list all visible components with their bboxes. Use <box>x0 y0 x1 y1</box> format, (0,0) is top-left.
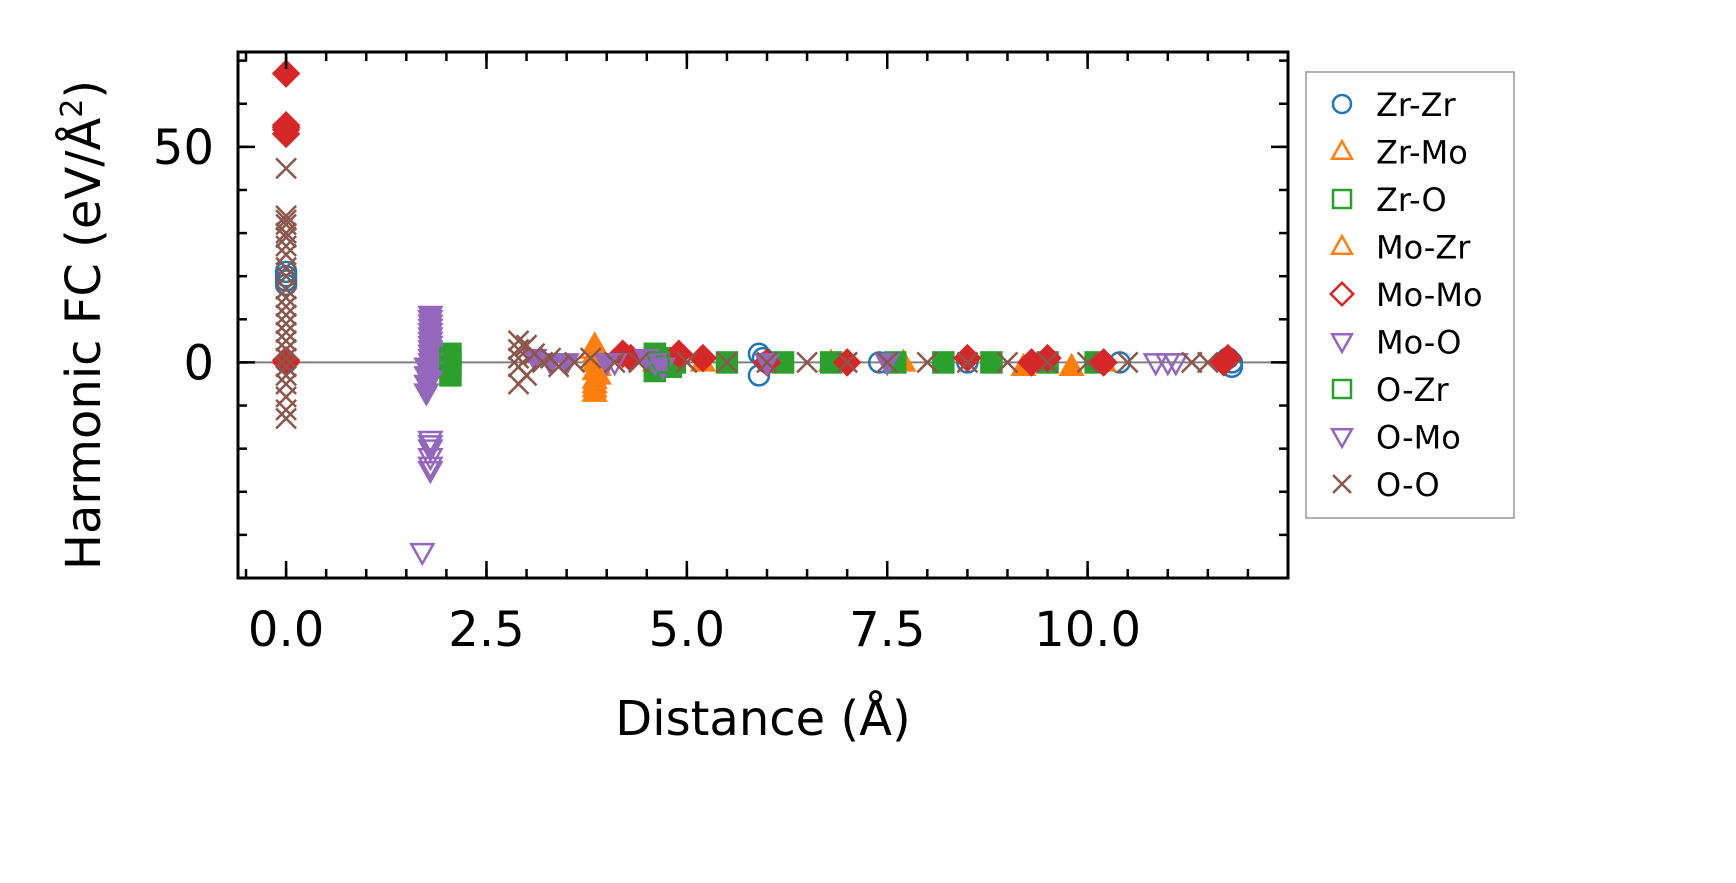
legend-label-mo-o: Mo-O <box>1376 324 1461 362</box>
point-o-o <box>956 351 979 374</box>
legend-marker-o-o <box>1332 474 1352 494</box>
point-o-o <box>547 355 570 378</box>
point-o-o <box>876 351 899 374</box>
x-axis-label: Distance (Å) <box>615 690 910 747</box>
point-o-o <box>275 286 297 309</box>
point-o-o <box>275 204 297 227</box>
legend-marker-zr-zr <box>1331 93 1353 115</box>
point-o-o <box>1036 351 1059 374</box>
point-o-mo <box>1162 353 1189 377</box>
point-o-o <box>275 338 297 361</box>
point-o-o <box>275 312 297 335</box>
legend-marker-mo-mo <box>1328 280 1356 308</box>
plot-frame <box>236 50 1290 580</box>
point-o-o <box>275 256 297 279</box>
point-o-o <box>275 295 297 318</box>
point-zr-mo <box>1058 352 1085 376</box>
point-o-o <box>275 364 297 387</box>
point-o-o <box>275 304 297 326</box>
point-zr-o <box>932 351 955 374</box>
point-o-o <box>515 364 538 387</box>
point-o-o <box>275 278 297 301</box>
legend-label-zr-zr: Zr-Zr <box>1376 86 1457 124</box>
x-tick-label: 10.0 <box>1034 602 1141 658</box>
point-o-o <box>275 235 297 257</box>
point-o-o <box>275 321 297 344</box>
data-points <box>271 59 1244 567</box>
y-axis-label-close: ) <box>56 80 112 99</box>
point-o-o <box>675 351 698 374</box>
point-o-o <box>1180 351 1203 374</box>
y-axis-label: Harmonic FC (eV/Å2) <box>55 80 112 570</box>
y-axis-label-main: Harmonic FC (eV/Å <box>55 118 112 571</box>
point-o-o <box>1116 351 1139 374</box>
point-o-o <box>275 157 297 180</box>
point-o-o <box>275 329 297 352</box>
point-o-o <box>716 351 738 374</box>
x-tick-label: 5.0 <box>649 602 725 658</box>
point-o-mo <box>417 456 444 480</box>
point-o-o <box>507 347 530 369</box>
legend-label-o-o: O-O <box>1376 466 1440 504</box>
point-mo-mo <box>1213 343 1243 373</box>
point-o-o <box>756 351 778 374</box>
x-tick-label: 2.5 <box>448 602 524 658</box>
legend-marker-mo-zr <box>1329 233 1355 255</box>
legend-marker-o-mo <box>1329 428 1355 450</box>
point-o-o <box>996 351 1019 374</box>
x-tick-label: 7.5 <box>849 602 925 658</box>
point-mo-mo <box>271 119 301 149</box>
point-o-o <box>275 398 297 421</box>
point-o-o <box>916 351 939 374</box>
x-tick-label: 0.0 <box>248 602 324 658</box>
point-o-o <box>1076 351 1099 374</box>
point-zr-o <box>980 351 1003 374</box>
y-tick-label: 0 <box>183 335 214 391</box>
legend-label-mo-mo: Mo-Mo <box>1376 276 1483 314</box>
legend: Zr-Zr Zr-Mo Zr-O Mo-Zr Mo-Mo Mo-O O-Zr O-Mo O-O <box>1305 71 1515 519</box>
point-o-mo <box>409 542 436 567</box>
point-mo-mo <box>1089 348 1118 377</box>
axis-ticks: 0.0 2.5 5.0 7.5 10.0 0 50 <box>153 52 1290 658</box>
legend-label-zr-o: Zr-O <box>1376 181 1447 219</box>
point-o-mo <box>417 460 444 485</box>
legend-label-mo-zr: Mo-Zr <box>1376 229 1471 267</box>
y-tick-label: 50 <box>153 120 214 176</box>
legend-label-zr-mo: Zr-Mo <box>1376 134 1468 172</box>
series-o-o <box>275 157 1219 430</box>
point-o-o <box>579 347 602 369</box>
legend-label-o-mo: O-Mo <box>1376 419 1461 457</box>
point-mo-o <box>413 383 440 407</box>
point-o-o <box>603 351 626 374</box>
point-o-mo <box>601 353 628 377</box>
point-o-o <box>275 226 297 249</box>
point-o-o <box>836 351 859 374</box>
point-o-o <box>627 351 650 374</box>
series-o-mo <box>409 353 1189 567</box>
point-o-o <box>1196 351 1219 374</box>
y-axis-label-superscript: 2 <box>55 99 90 118</box>
point-o-mo <box>417 435 444 459</box>
point-mo-mo <box>271 59 301 88</box>
point-o-zr <box>439 346 462 370</box>
legend-marker-o-zr <box>1331 378 1353 400</box>
point-o-o <box>275 347 297 369</box>
point-o-o <box>275 355 297 378</box>
legend-marker-zr-mo <box>1329 138 1355 160</box>
point-o-mo <box>641 353 668 377</box>
legend-marker-zr-o <box>1331 188 1353 210</box>
point-o-o <box>275 407 297 430</box>
point-mo-zr <box>581 369 608 394</box>
legend-label-o-zr: O-Zr <box>1376 371 1450 409</box>
point-o-o <box>563 351 586 374</box>
legend-marker-mo-o <box>1329 333 1355 355</box>
point-o-o <box>796 351 818 374</box>
